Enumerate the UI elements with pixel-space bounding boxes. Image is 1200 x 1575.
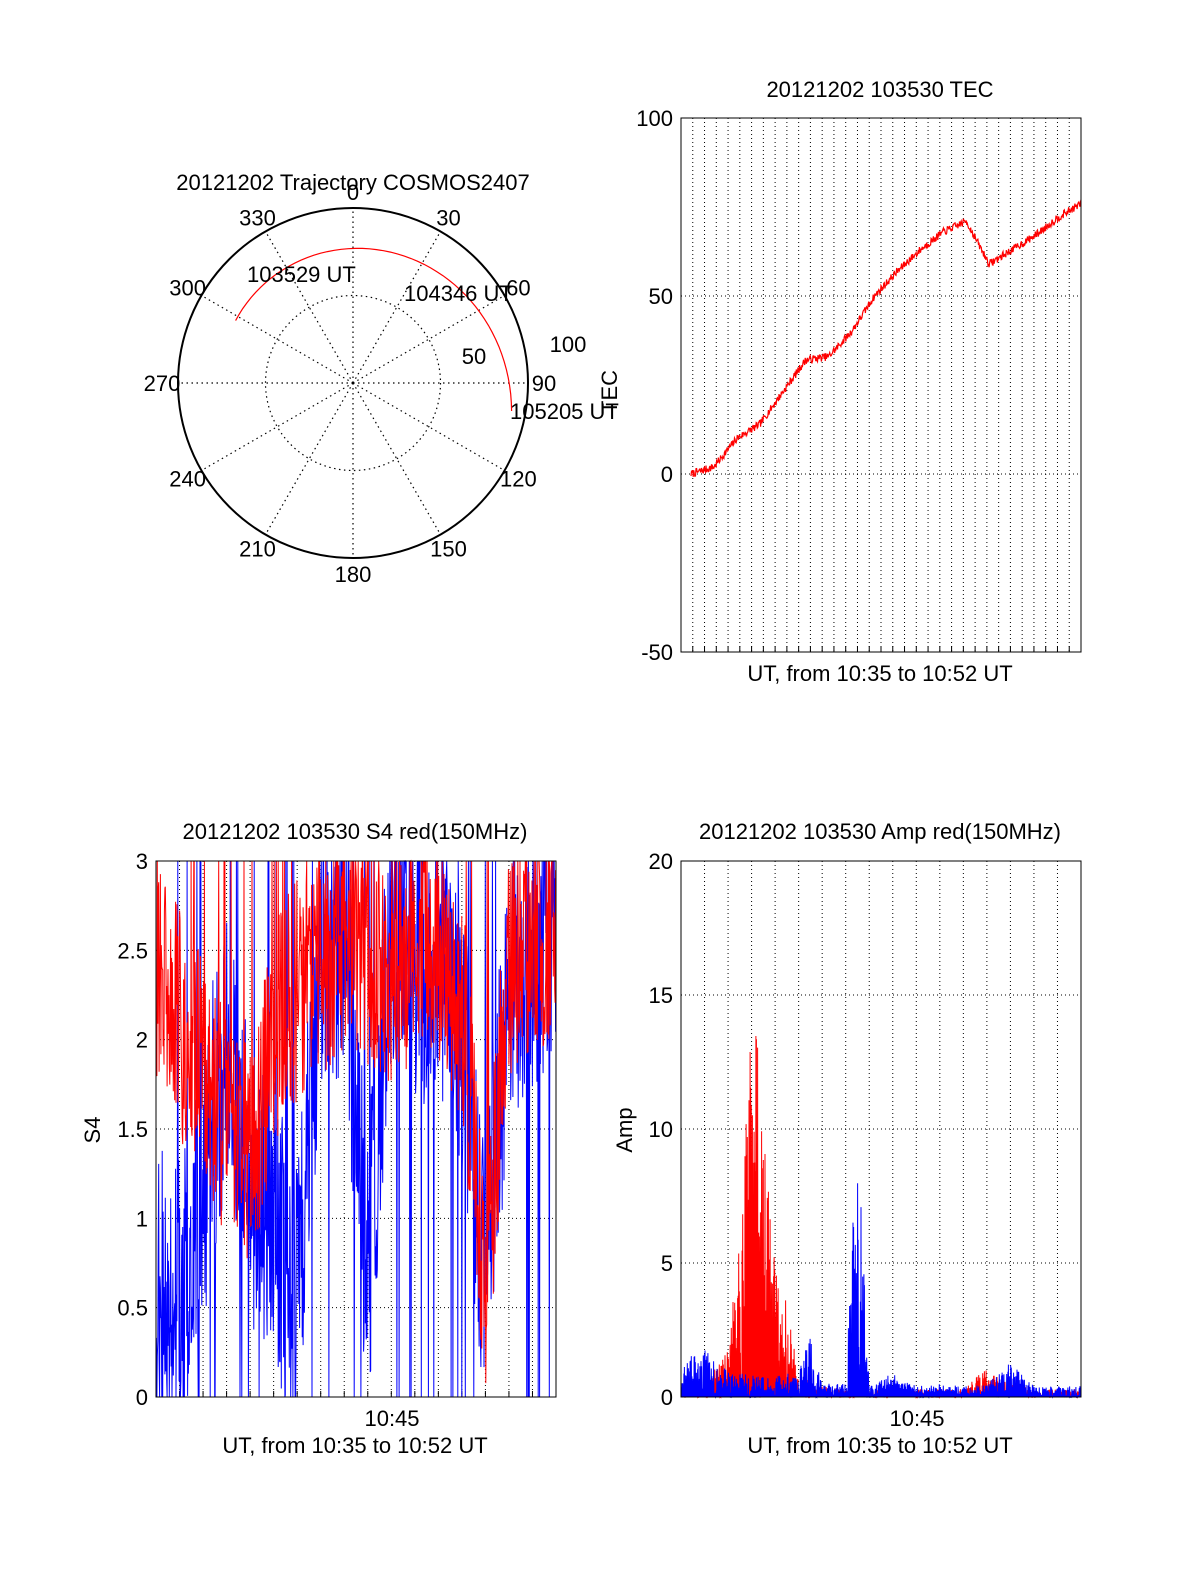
amp-chart: 20121202 103530 Amp red(150MHz) 0 5 10 15 20… [612,819,1082,1458]
tec-ytick-label: 100 [636,106,673,131]
polar-grid [178,208,528,558]
azimuth-label-30: 30 [436,206,460,231]
azimuth-label-150: 150 [430,536,467,561]
polar-spoke-240 [201,382,354,472]
s4-title: 20121202 103530 S4 red(150MHz) [183,819,528,844]
azimuth-label-90: 90 [532,371,556,396]
azimuth-label-330: 330 [239,206,276,231]
amp-ytick-label: 0 [661,1385,673,1410]
amp-y-ticks: 0 5 10 15 20 [649,849,673,1410]
azimuth-label-270: 270 [144,371,181,396]
tec-chart: 20121202 103530 TEC -50 0 50 100 TEC UT, fr… [597,77,1082,686]
trajectory-line [235,247,513,412]
s4-ytick-label: 0.5 [117,1296,148,1321]
tec-ytick-label: -50 [641,640,673,665]
azimuth-label-240: 240 [169,467,206,492]
s4-ytick-label: 0 [136,1385,148,1410]
ring-label-50: 50 [462,344,486,369]
amp-series-blue [680,1183,1082,1399]
traj-end-label: 105205 UT [510,399,619,424]
tec-y-ticks: -50 0 50 100 [636,106,673,665]
s4-xlabel: UT, from 10:35 to 10:52 UT [222,1433,487,1458]
s4-chart: 20121202 103530 S4 red(150MHz) 0 0.5 1 1.5 2… [80,819,557,1458]
polar-spoke-60 [352,294,505,384]
amp-ylabel: Amp [612,1107,637,1152]
tec-ytick-label: 50 [649,284,673,309]
polar-spoke-120 [352,382,505,472]
s4-ytick-label: 1.5 [117,1117,148,1142]
s4-ytick-label: 3 [136,849,148,874]
polar-spoke-300 [201,294,354,384]
azimuth-label-60: 60 [506,276,530,301]
polar-azimuth-labels: 0 30 60 90 120 150 180 210 240 270 300 330 [144,180,557,587]
s4-ylabel: S4 [80,1117,105,1144]
polar-outer-ring [177,207,529,559]
azimuth-label-0: 0 [347,180,359,205]
amp-ytick-label: 10 [649,1117,673,1142]
traj-start-label: 103529 UT [247,262,356,287]
s4-ytick-label: 2 [136,1028,148,1053]
amp-ytick-label: 15 [649,983,673,1008]
tec-ytick-label: 0 [661,462,673,487]
amp-ytick-label: 5 [661,1251,673,1276]
amp-xlabel: UT, from 10:35 to 10:52 UT [747,1433,1012,1458]
tec-xlabel: UT, from 10:35 to 10:52 UT [747,661,1012,686]
s4-ytick-label: 1 [136,1206,148,1231]
polar-spoke-150 [352,382,442,535]
polar-trajectory-plot: 20121202 Trajectory COSMOS2407 0 30 60 90 12… [144,170,619,587]
traj-mid-label: 104346 UT [404,281,513,306]
polar-title: 20121202 Trajectory COSMOS2407 [176,170,529,195]
tec-ylabel: TEC [597,370,622,414]
polar-spoke-30 [352,231,442,384]
tec-title: 20121202 103530 TEC [766,77,993,102]
s4-xtick-1045: 10:45 [364,1406,419,1431]
polar-ring-50 [264,294,442,472]
tec-series-red [690,199,1082,478]
s4-frame [155,860,557,1398]
amp-ytick-label: 20 [649,849,673,874]
tec-grid [681,118,1081,652]
polar-spoke-330 [264,231,354,384]
azimuth-label-300: 300 [169,276,206,301]
ring-label-100: 100 [550,332,587,357]
amp-xtick-1045: 10:45 [889,1406,944,1431]
s4-y-ticks: 0 0.5 1 1.5 2 2.5 3 [117,849,148,1410]
azimuth-label-180: 180 [335,562,372,587]
amp-title: 20121202 103530 Amp red(150MHz) [699,819,1061,844]
azimuth-label-210: 210 [239,536,276,561]
s4-ytick-label: 2.5 [117,938,148,963]
amp-grid [681,861,1081,1397]
amp-frame [680,860,1082,1398]
azimuth-label-120: 120 [500,467,537,492]
s4-series-red [155,859,557,1384]
tec-frame [680,117,1082,653]
polar-spoke-210 [264,382,354,535]
